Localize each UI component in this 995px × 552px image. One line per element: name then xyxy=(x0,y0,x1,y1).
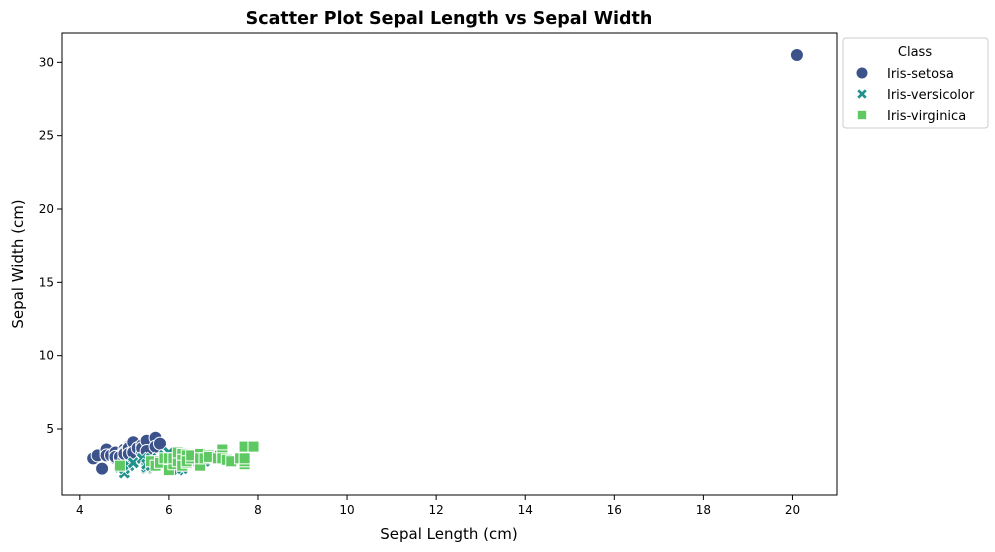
data-point xyxy=(95,461,110,476)
legend-label: Iris-versicolor xyxy=(887,88,975,103)
x-tick-label: 10 xyxy=(339,503,354,517)
x-tick-label: 12 xyxy=(428,503,443,517)
legend-label: Iris-virginica xyxy=(887,109,966,124)
legend-marker xyxy=(856,88,868,100)
legend-title: Class xyxy=(898,45,932,60)
series-iris-setosa xyxy=(86,48,804,476)
data-point xyxy=(238,452,251,465)
y-tick-label: 10 xyxy=(39,349,54,363)
data-point xyxy=(247,440,260,453)
legend: Class Iris-setosa Iris-versicolor Iris-vir… xyxy=(842,37,989,129)
x-tick-label: 18 xyxy=(696,503,711,517)
legend-box xyxy=(842,37,989,129)
data-point xyxy=(113,459,126,472)
y-axis: 5 10 15 20 25 30 xyxy=(39,55,62,436)
series-iris-virginica xyxy=(113,440,260,477)
legend-marker xyxy=(856,109,868,121)
y-tick-label: 25 xyxy=(39,129,54,143)
x-tick-label: 16 xyxy=(607,503,622,517)
data-point xyxy=(126,455,141,470)
y-tick-label: 30 xyxy=(39,55,54,69)
y-axis-label: Sepal Width (cm) xyxy=(9,199,27,328)
x-axis-label: Sepal Length (cm) xyxy=(380,525,517,543)
chart-title: Scatter Plot Sepal Length vs Sepal Width xyxy=(246,9,653,29)
x-tick-label: 8 xyxy=(254,503,262,517)
y-tick-label: 20 xyxy=(39,202,54,216)
y-tick-label: 5 xyxy=(46,422,54,436)
data-point xyxy=(789,48,804,62)
legend-label: Iris-setosa xyxy=(887,67,954,82)
plot-area xyxy=(61,32,838,496)
x-tick-label: 14 xyxy=(518,503,533,517)
x-tick-label: 6 xyxy=(165,503,173,517)
legend-marker xyxy=(855,66,869,80)
x-tick-label: 20 xyxy=(785,503,800,517)
x-tick-label: 4 xyxy=(76,503,84,517)
data-points xyxy=(86,48,804,480)
x-axis: 4 6 8 10 12 14 16 18 20 xyxy=(76,495,800,517)
y-tick-label: 15 xyxy=(39,275,54,289)
